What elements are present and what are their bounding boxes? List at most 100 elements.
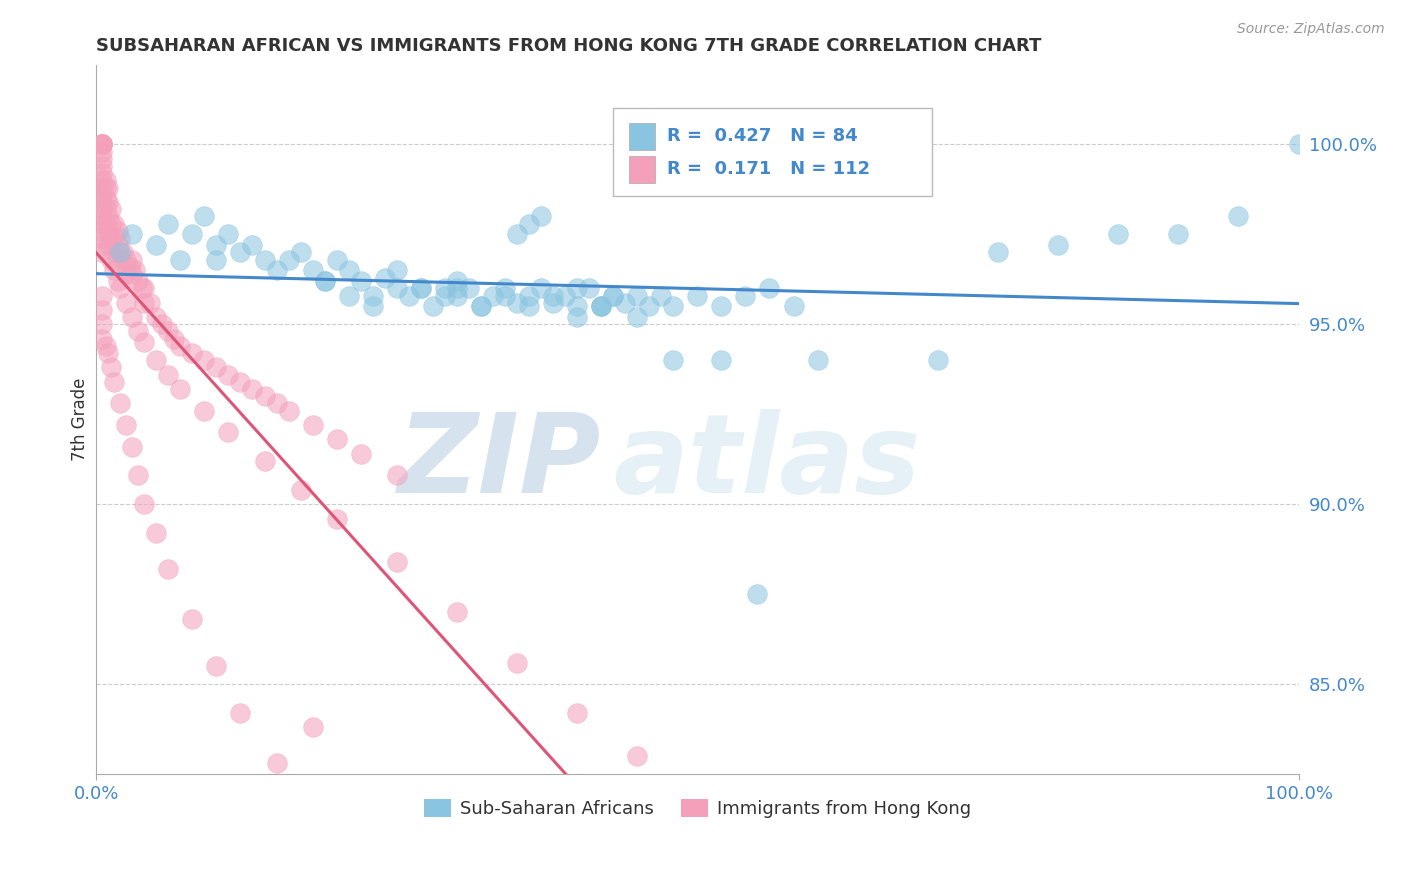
Point [97,210,120,224]
Point [301,720,323,734]
Point [565,281,588,295]
Point [100,217,122,231]
Point [121,227,143,242]
Point [91,224,114,238]
Point [253,454,276,468]
Point [100,231,122,245]
Point [110,245,132,260]
Point [530,281,553,295]
Point [145,238,167,252]
Point [1288,137,1310,152]
Point [361,288,384,302]
Point [242,382,264,396]
Point [103,375,125,389]
Point [134,281,156,295]
Point [385,468,408,483]
Point [103,231,125,245]
Text: R =  0.171   N = 112: R = 0.171 N = 112 [668,161,870,178]
FancyBboxPatch shape [613,108,932,196]
Point [565,299,588,313]
Point [169,252,191,267]
Point [433,288,456,302]
Point [127,274,149,288]
Point [591,299,613,313]
Point [145,310,167,324]
Point [121,310,143,324]
Point [121,267,143,281]
Point [91,137,114,152]
Point [181,346,204,360]
Point [482,288,505,302]
Point [253,389,276,403]
Point [517,217,540,231]
Point [110,245,132,260]
Point [157,368,180,382]
Point [103,263,125,277]
Point [325,511,347,525]
Point [565,310,588,324]
Point [97,180,120,194]
Point [217,425,239,440]
Text: SUBSAHARAN AFRICAN VS IMMIGRANTS FROM HONG KONG 7TH GRADE CORRELATION CHART: SUBSAHARAN AFRICAN VS IMMIGRANTS FROM HO… [96,37,1042,55]
Text: R =  0.427   N = 84: R = 0.427 N = 84 [668,127,858,145]
Point [374,270,396,285]
Point [97,224,120,238]
Point [433,281,456,295]
Point [127,468,149,483]
Point [91,217,114,231]
Point [181,612,204,626]
Point [115,267,138,281]
Point [91,202,114,216]
Point [217,227,239,242]
Point [1107,227,1129,242]
Point [91,332,114,346]
Point [710,353,733,368]
Point [91,137,114,152]
Bar [628,122,655,150]
Point [163,332,186,346]
Point [494,281,516,295]
Point [91,180,114,194]
Point [541,288,564,302]
Point [638,299,661,313]
Point [91,288,114,302]
Point [134,295,156,310]
Point [290,483,312,497]
Point [662,353,685,368]
Point [107,274,129,288]
Point [517,288,540,302]
Point [157,562,180,576]
Point [107,224,129,238]
Point [134,497,156,511]
Point [422,299,444,313]
Point [121,440,143,454]
Text: Source: ZipAtlas.com: Source: ZipAtlas.com [1237,22,1385,37]
Point [145,353,167,368]
Point [446,605,468,619]
Point [266,263,288,277]
Point [325,433,347,447]
Point [91,231,114,245]
Point [110,396,132,410]
Point [747,587,769,601]
Point [91,173,114,187]
Point [107,252,129,267]
Point [229,245,252,260]
Point [253,252,276,267]
Point [662,299,685,313]
Point [100,202,122,216]
Point [361,299,384,313]
Point [103,217,125,231]
Point [91,145,114,159]
Point [494,288,516,302]
Point [97,346,120,360]
Point [266,756,288,771]
Point [1167,227,1189,242]
Point [157,325,180,339]
Point [626,749,648,764]
Point [91,187,114,202]
Point [94,180,117,194]
Point [91,194,114,209]
Legend: Sub-Saharan Africans, Immigrants from Hong Kong: Sub-Saharan Africans, Immigrants from Ho… [416,791,979,825]
Point [94,173,117,187]
